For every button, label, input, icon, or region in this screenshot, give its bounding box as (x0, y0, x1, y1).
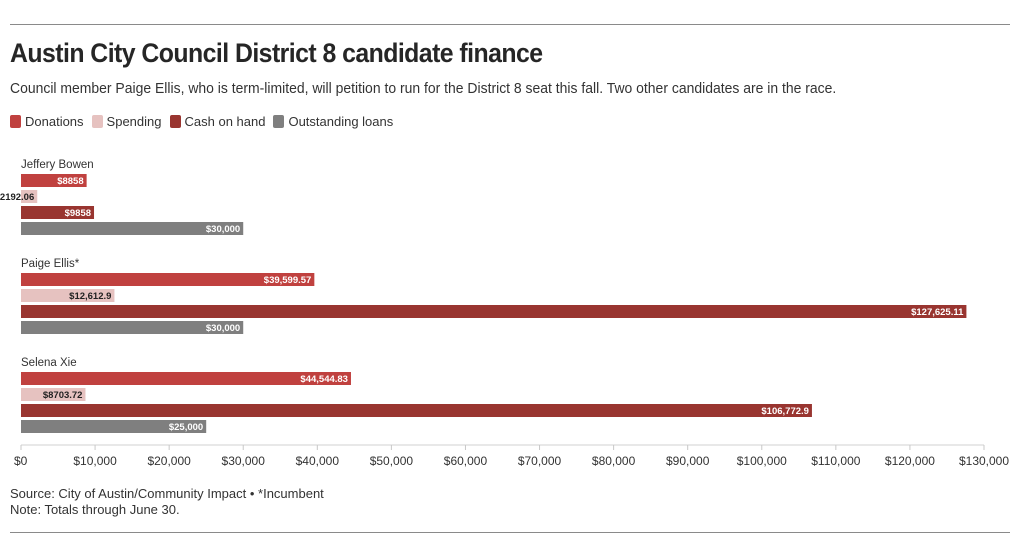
x-tick-label: $80,000 (592, 454, 636, 468)
bottom-rule (10, 532, 1010, 533)
chart-title: Austin City Council District 8 candidate… (10, 38, 543, 68)
totals-note: Note: Totals through June 30. (10, 502, 180, 517)
bar-value-label: $44,544.83 (300, 374, 348, 385)
x-tick-label: $50,000 (370, 454, 414, 468)
candidate-group: Selena Xie $44,544.83 $8703.72 $106,772.9 $2… (21, 357, 812, 433)
legend-label: Spending (106, 114, 162, 129)
bar-value-label: $9858 (65, 208, 91, 219)
chart-subtitle: Council member Paige Ellis, who is term-… (10, 80, 837, 97)
legend: Donations Spending Cash on hand Outstanding… (10, 114, 393, 129)
legend-swatch (169, 115, 181, 128)
x-tick-label: $120,000 (885, 454, 935, 468)
source-note: Source: City of Austin/Community Impact … (10, 486, 324, 501)
bar-outstanding-loans (21, 420, 207, 433)
legend-label: Outstanding loans (288, 114, 394, 129)
x-tick-label: $10,000 (73, 454, 117, 468)
candidate-label: Jeffery Bowen (21, 159, 94, 171)
legend-swatch (273, 115, 285, 128)
x-tick-label: $60,000 (444, 454, 488, 468)
bar-value-label: $106,772.9 (761, 406, 809, 417)
candidate-label: Paige Ellis* (21, 258, 80, 270)
footer: Source: City of Austin/Community Impact … (10, 486, 324, 518)
legend-swatch (10, 115, 21, 128)
bar-value-label: $8703.72 (43, 390, 83, 401)
x-tick-label: $20,000 (147, 454, 191, 468)
bar-value-label: $127,625.11 (911, 307, 964, 318)
bar-value-label: $30,000 (206, 323, 240, 334)
candidate-group: Paige Ellis* $39,599.57 $12,612.9 $127,625.… (21, 258, 967, 334)
legend-label: Donations (25, 114, 84, 129)
bar-spending (21, 190, 38, 203)
bar-cash-on-hand (21, 305, 967, 318)
candidate-group: Jeffery Bowen $8858 $2192.06 $9858 $30,000 (0, 159, 244, 235)
x-tick-label: $30,000 (222, 454, 266, 468)
bar-outstanding-loans (21, 222, 244, 235)
bar-value-label: $25,000 (169, 422, 203, 433)
legend-label: Cash on hand (184, 114, 266, 129)
bar-value-label: $30,000 (206, 224, 240, 235)
bar-cash-on-hand (21, 206, 95, 219)
x-tick-label: $70,000 (518, 454, 562, 468)
bar-cash-on-hand (21, 404, 812, 417)
bar-value-label: $12,612.9 (69, 291, 111, 302)
legend-item-donations: Donations (10, 114, 84, 129)
bar-spending (21, 289, 115, 302)
x-tick-label: $130,000 (959, 454, 1009, 468)
legend-item-cash-on-hand: Cash on hand (169, 114, 266, 129)
bar-value-label: $2192.06 (0, 192, 34, 203)
bar-value-label: $8858 (57, 176, 83, 187)
bar-value-label: $39,599.57 (264, 275, 312, 286)
x-tick-label: $90,000 (666, 454, 710, 468)
x-tick-label: $0 (14, 454, 28, 468)
candidate-label: Selena Xie (21, 357, 77, 369)
x-tick-label: $40,000 (296, 454, 340, 468)
x-tick-label: $100,000 (737, 454, 787, 468)
bar-spending (21, 388, 86, 401)
legend-swatch (91, 115, 103, 128)
bar-donations (21, 372, 351, 385)
x-tick-label: $110,000 (811, 454, 860, 468)
legend-item-outstanding-loans: Outstanding loans (273, 114, 393, 129)
legend-item-spending: Spending (91, 114, 162, 129)
bar-donations (21, 273, 315, 286)
bar-outstanding-loans (21, 321, 244, 334)
bar-donations (21, 174, 87, 187)
top-rule (10, 24, 1010, 25)
